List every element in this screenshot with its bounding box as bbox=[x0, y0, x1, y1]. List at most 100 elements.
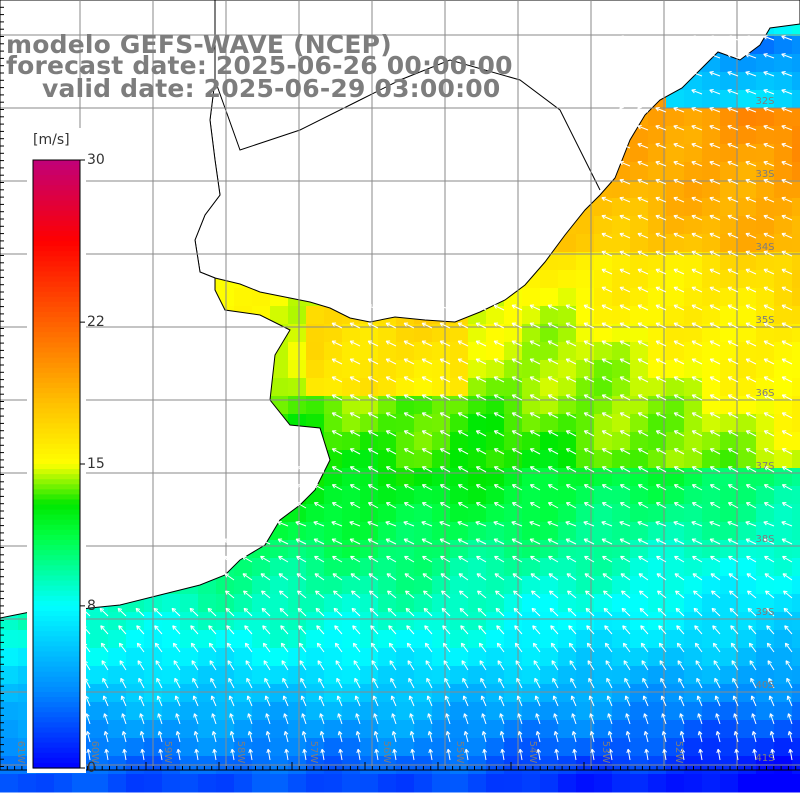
wind-arrow bbox=[367, 394, 379, 401]
wind-arrow bbox=[529, 322, 541, 329]
colorbar-segment bbox=[33, 433, 80, 440]
wind-arrow bbox=[494, 573, 505, 581]
wind-cell bbox=[630, 486, 649, 505]
wind-cell bbox=[522, 666, 541, 685]
wind-arrow bbox=[121, 731, 127, 743]
wind-cell bbox=[792, 72, 800, 91]
wind-cell bbox=[234, 576, 253, 595]
wind-arrow bbox=[463, 731, 469, 743]
wind-cell bbox=[522, 648, 541, 667]
colorbar-segment bbox=[33, 727, 80, 734]
wind-arrow bbox=[619, 286, 631, 293]
wind-cell bbox=[576, 414, 595, 433]
wind-cell bbox=[414, 576, 433, 595]
wind-cell bbox=[594, 576, 613, 595]
wind-cell bbox=[630, 396, 649, 415]
wind-cell bbox=[666, 126, 685, 145]
wind-arrow bbox=[349, 538, 361, 545]
wind-arrow bbox=[511, 430, 523, 437]
wind-cell bbox=[162, 774, 181, 793]
wind-cell bbox=[702, 270, 721, 289]
wind-arrow bbox=[709, 250, 721, 257]
wind-arrow bbox=[174, 677, 181, 689]
wind-arrow bbox=[550, 625, 559, 635]
wind-arrow bbox=[208, 642, 217, 653]
wind-arrow bbox=[781, 268, 793, 275]
wind-arrow bbox=[547, 538, 559, 545]
wind-cell bbox=[522, 414, 541, 433]
wind-arrow bbox=[746, 573, 757, 581]
wind-cell bbox=[738, 144, 757, 163]
wind-cell bbox=[702, 630, 721, 649]
wind-cell bbox=[360, 414, 379, 433]
wind-cell bbox=[378, 396, 397, 415]
wind-arrow bbox=[619, 214, 631, 221]
wind-arrow bbox=[138, 695, 145, 707]
wind-cell bbox=[540, 594, 559, 613]
wind-arrow bbox=[493, 376, 505, 383]
wind-arrow bbox=[368, 555, 379, 563]
wind-cell bbox=[576, 342, 595, 361]
colorbar-segment bbox=[33, 681, 80, 688]
wind-arrow bbox=[673, 448, 685, 455]
wind-arrow bbox=[763, 160, 775, 167]
wind-cell bbox=[630, 648, 649, 667]
wind-arrow bbox=[782, 573, 793, 581]
colorbar-segment bbox=[33, 600, 80, 607]
wind-cell bbox=[792, 522, 800, 541]
wind-cell bbox=[684, 108, 703, 127]
wind-arrow bbox=[624, 695, 631, 707]
wind-arrow bbox=[727, 520, 739, 527]
wind-arrow bbox=[337, 713, 343, 725]
wind-cell bbox=[396, 612, 415, 631]
wind-arrow bbox=[714, 695, 721, 707]
wind-arrow bbox=[229, 731, 235, 743]
wind-cell bbox=[702, 774, 721, 793]
wind-arrow bbox=[211, 731, 217, 743]
wind-cell bbox=[792, 252, 800, 271]
wind-cell bbox=[666, 648, 685, 667]
wind-cell bbox=[594, 504, 613, 523]
wind-cell bbox=[360, 540, 379, 559]
wind-cell bbox=[648, 540, 667, 559]
wind-arrow bbox=[511, 340, 523, 347]
wind-cell bbox=[648, 612, 667, 631]
wind-arrow bbox=[404, 573, 415, 581]
wind-cell bbox=[522, 450, 541, 469]
wind-arrow bbox=[696, 695, 703, 707]
colorbar-segment bbox=[33, 220, 80, 227]
colorbar-segment bbox=[33, 529, 80, 536]
wind-arrow bbox=[444, 677, 451, 689]
colorbar-segment bbox=[33, 200, 80, 207]
wind-arrow bbox=[601, 376, 613, 383]
wind-arrow bbox=[331, 358, 343, 365]
wind-arrow bbox=[138, 677, 145, 689]
wind-cell bbox=[774, 774, 793, 793]
wind-cell bbox=[792, 774, 800, 793]
wind-arrow bbox=[500, 748, 505, 761]
wind-cell bbox=[756, 306, 775, 325]
wind-arrow bbox=[243, 590, 253, 599]
wind-arrow bbox=[457, 538, 469, 545]
wind-cell bbox=[540, 432, 559, 451]
wind-arrow bbox=[622, 625, 631, 635]
wind-arrow bbox=[331, 484, 343, 491]
wind-cell bbox=[378, 720, 397, 739]
wind-arrow bbox=[337, 731, 343, 743]
wind-cell bbox=[792, 666, 800, 685]
colorbar-unit-label: [m/s] bbox=[33, 132, 70, 148]
wind-arrow bbox=[767, 660, 775, 671]
wind-cell bbox=[558, 522, 577, 541]
wind-cell bbox=[468, 612, 487, 631]
wind-arrow bbox=[550, 642, 559, 653]
colorbar-segment bbox=[33, 666, 80, 673]
latitude-label: 35S bbox=[755, 315, 774, 326]
wind-arrow bbox=[745, 520, 757, 527]
wind-cell bbox=[792, 684, 800, 703]
wind-cell bbox=[396, 540, 415, 559]
wind-arrow bbox=[493, 484, 505, 491]
wind-cell bbox=[774, 540, 793, 559]
wind-arrow bbox=[781, 394, 793, 401]
longitude-label: 60W bbox=[89, 741, 100, 764]
wind-cell bbox=[414, 504, 433, 523]
